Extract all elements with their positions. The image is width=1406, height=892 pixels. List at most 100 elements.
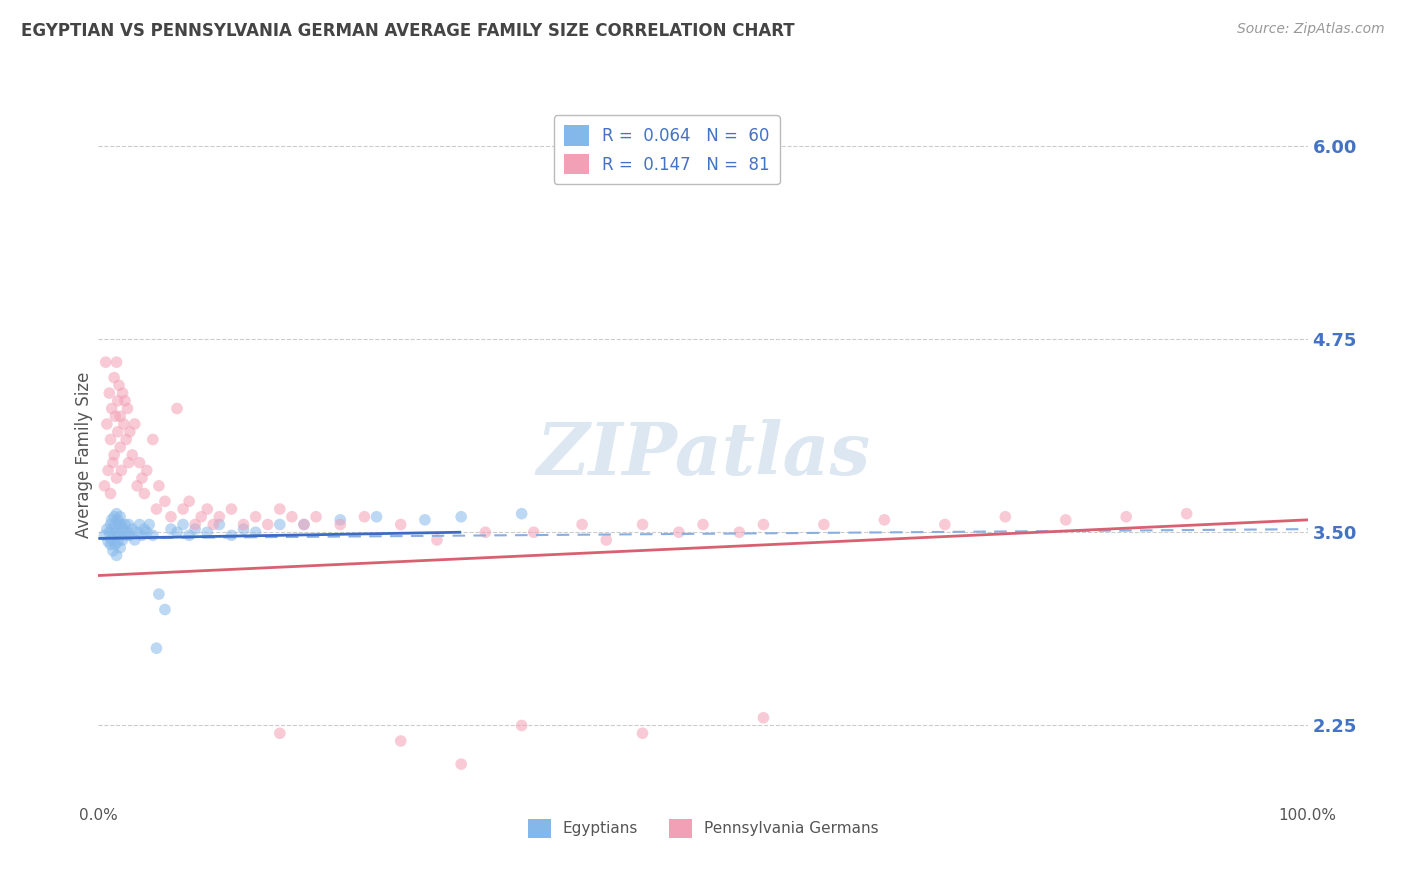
Point <box>631 726 654 740</box>
Point <box>221 528 243 542</box>
Point <box>269 502 291 516</box>
Point <box>631 517 654 532</box>
Point <box>148 587 170 601</box>
Point <box>510 718 533 732</box>
Point <box>105 355 128 369</box>
Point <box>107 513 129 527</box>
Point <box>103 528 125 542</box>
Point <box>571 517 593 532</box>
Legend: Egyptians, Pennsylvania Germans: Egyptians, Pennsylvania Germans <box>522 813 884 844</box>
Point <box>114 393 136 408</box>
Point <box>104 409 127 424</box>
Point <box>127 525 149 540</box>
Point <box>118 425 141 439</box>
Point <box>121 448 143 462</box>
Point <box>166 525 188 540</box>
Point <box>190 509 212 524</box>
Text: Source: ZipAtlas.com: Source: ZipAtlas.com <box>1237 22 1385 37</box>
Point <box>166 401 188 416</box>
Point <box>108 378 131 392</box>
Point <box>692 517 714 532</box>
Point <box>426 533 449 547</box>
Point <box>474 525 496 540</box>
Point <box>110 463 132 477</box>
Text: ZIPatlas: ZIPatlas <box>536 419 870 491</box>
Point <box>96 522 118 536</box>
Point <box>450 757 472 772</box>
Point <box>111 533 134 547</box>
Point <box>142 433 165 447</box>
Point <box>148 479 170 493</box>
Point <box>107 425 129 439</box>
Point <box>752 711 775 725</box>
Point <box>510 507 533 521</box>
Point <box>93 528 115 542</box>
Point <box>108 541 131 555</box>
Point <box>96 417 118 431</box>
Point <box>97 463 120 477</box>
Point <box>100 433 122 447</box>
Point <box>195 502 218 516</box>
Point <box>131 528 153 542</box>
Point <box>813 517 835 532</box>
Point <box>128 456 150 470</box>
Point <box>1054 513 1077 527</box>
Point <box>105 507 128 521</box>
Point <box>114 517 136 532</box>
Point <box>111 386 134 401</box>
Point <box>100 533 122 547</box>
Point <box>142 528 165 542</box>
Point <box>994 509 1017 524</box>
Point <box>118 456 141 470</box>
Point <box>389 734 412 748</box>
Point <box>172 517 194 532</box>
Point <box>103 448 125 462</box>
Point <box>101 456 124 470</box>
Point <box>269 517 291 532</box>
Point <box>121 522 143 536</box>
Point <box>118 517 141 532</box>
Point <box>1115 509 1137 524</box>
Point <box>135 525 157 540</box>
Point <box>107 393 129 408</box>
Point <box>118 528 141 542</box>
Point <box>245 509 267 524</box>
Point <box>110 517 132 532</box>
Point <box>100 401 122 416</box>
Point <box>124 533 146 547</box>
Point <box>329 513 352 527</box>
Text: EGYPTIAN VS PENNSYLVANIA GERMAN AVERAGE FAMILY SIZE CORRELATION CHART: EGYPTIAN VS PENNSYLVANIA GERMAN AVERAGE … <box>21 22 794 40</box>
Point <box>100 517 122 532</box>
Point <box>668 525 690 540</box>
Point <box>873 513 896 527</box>
Point <box>179 494 201 508</box>
Point <box>595 533 617 547</box>
Point <box>292 517 315 532</box>
Point <box>202 517 225 532</box>
Point <box>138 517 160 532</box>
Point <box>292 517 315 532</box>
Point <box>98 525 121 540</box>
Point <box>103 509 125 524</box>
Point <box>153 602 176 616</box>
Point <box>934 517 956 532</box>
Point <box>128 517 150 532</box>
Point <box>105 549 128 563</box>
Point <box>195 525 218 540</box>
Point <box>101 522 124 536</box>
Point <box>232 517 254 532</box>
Point <box>108 528 131 542</box>
Point <box>100 513 122 527</box>
Point <box>108 440 131 454</box>
Point <box>523 525 546 540</box>
Point <box>208 509 231 524</box>
Point <box>107 534 129 549</box>
Point <box>281 509 304 524</box>
Point <box>450 509 472 524</box>
Point <box>117 525 139 540</box>
Point <box>135 463 157 477</box>
Point <box>208 517 231 532</box>
Point <box>108 409 131 424</box>
Point <box>179 528 201 542</box>
Point <box>172 502 194 516</box>
